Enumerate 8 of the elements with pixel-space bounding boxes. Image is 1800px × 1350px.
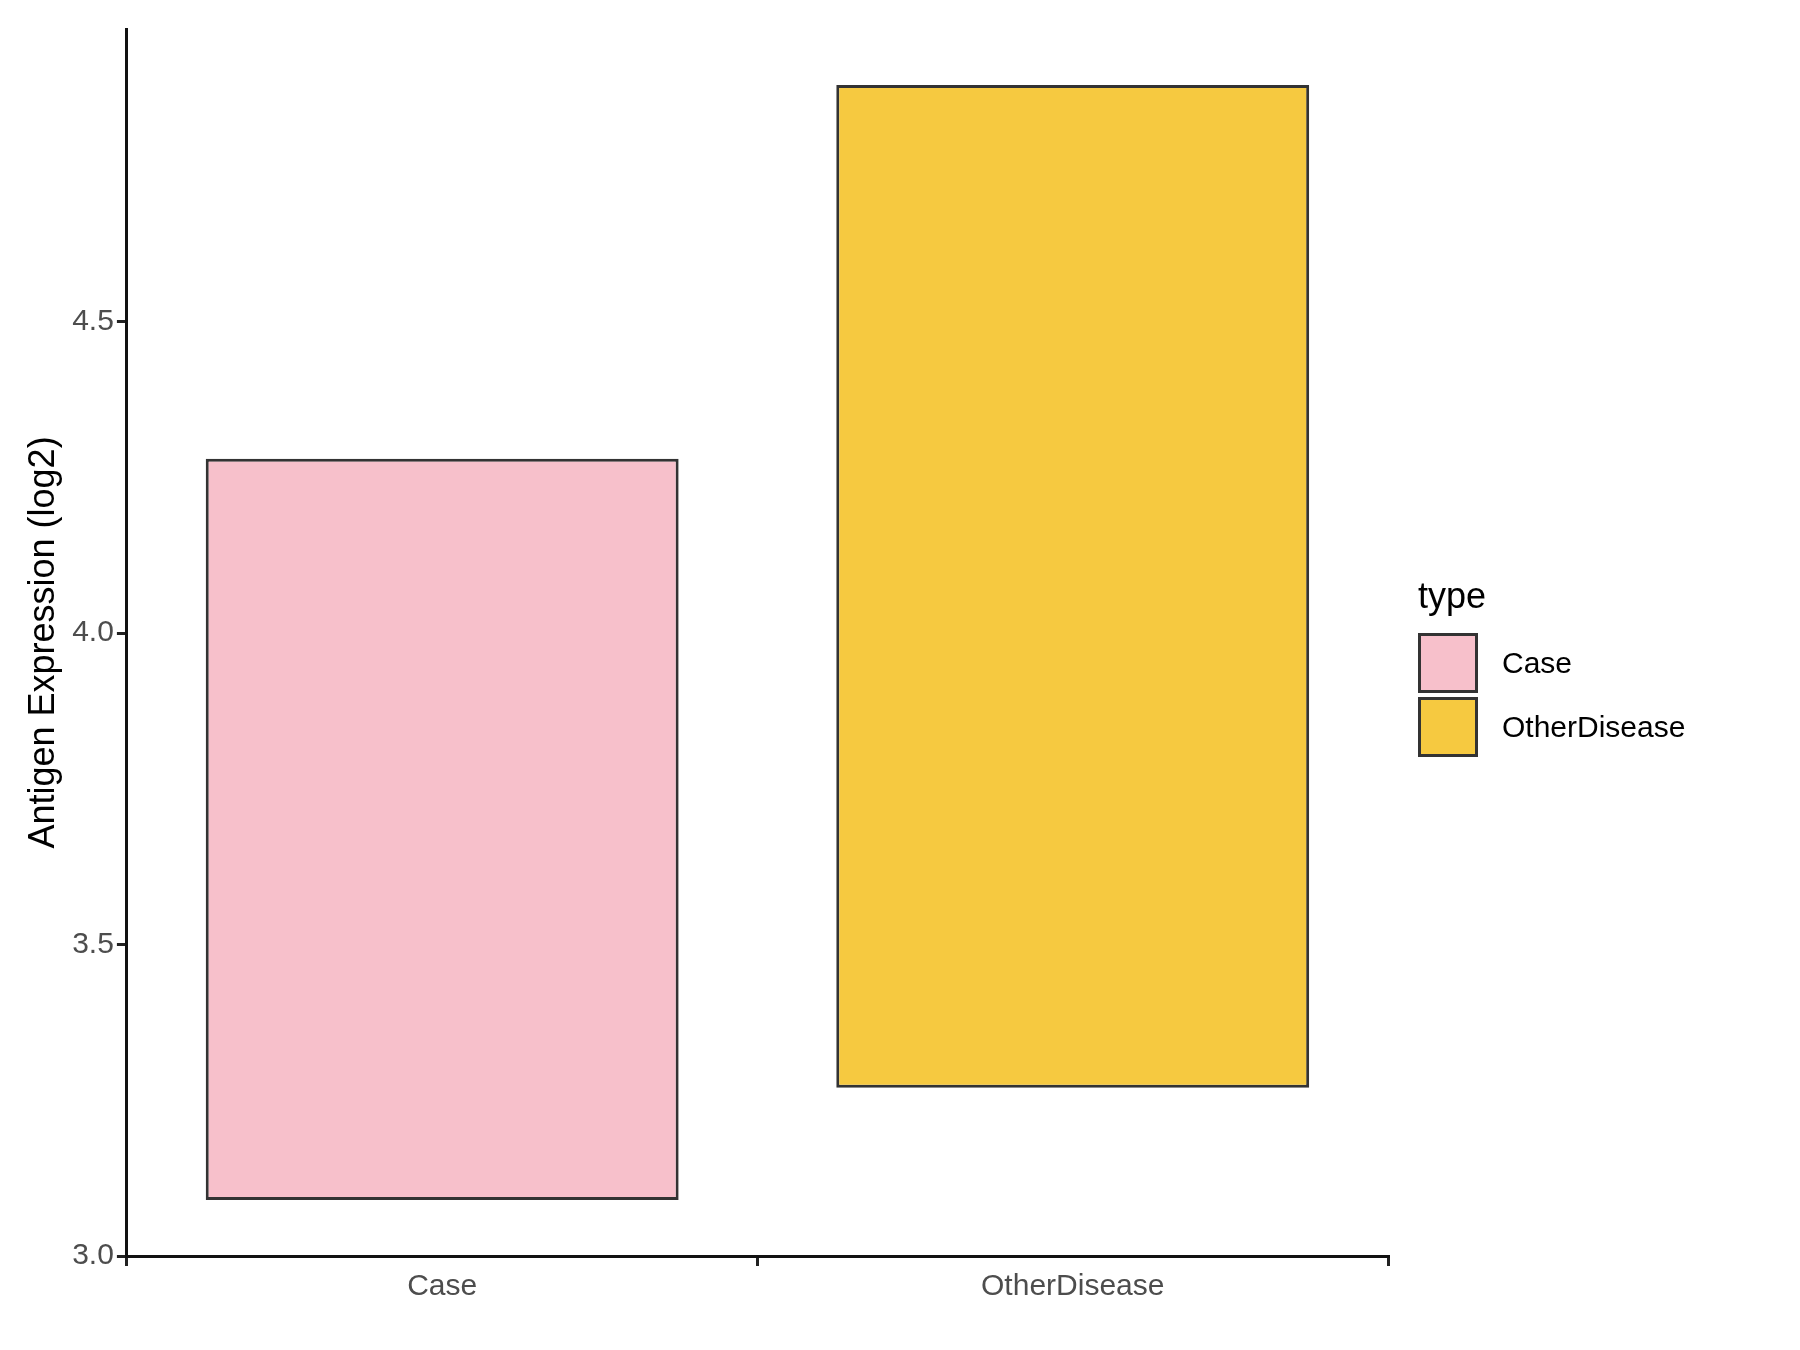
y-tick-label: 3.0 [72, 1237, 114, 1271]
y-tick-label: 3.5 [72, 925, 114, 959]
legend-label: Case [1502, 646, 1573, 680]
legend-title: type [1418, 575, 1488, 617]
y-axis-title: Antigen Expression (log2) [20, 436, 62, 849]
y-tick-label: 4.5 [72, 303, 114, 336]
legend-label: OtherDisease [1502, 710, 1686, 744]
y-tick-label: 4.0 [72, 614, 114, 648]
